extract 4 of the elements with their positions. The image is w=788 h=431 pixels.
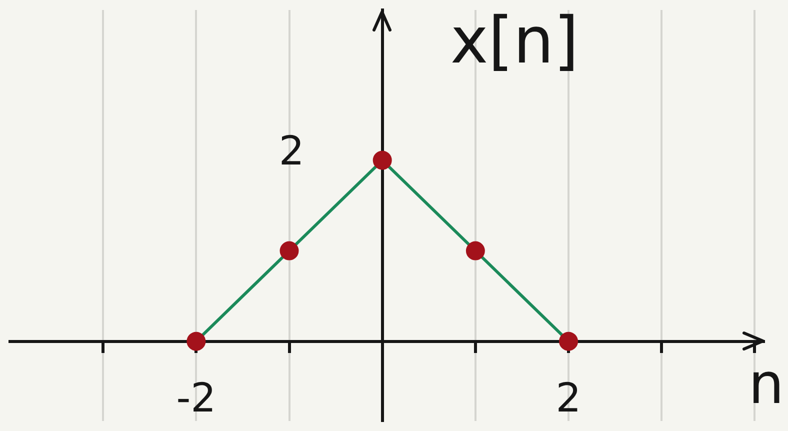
y-axis-title: x[n] xyxy=(450,4,579,79)
x-axis-title: n xyxy=(748,352,784,417)
x-tick-label: -2 xyxy=(176,376,216,422)
annotation: 2 xyxy=(278,128,304,175)
